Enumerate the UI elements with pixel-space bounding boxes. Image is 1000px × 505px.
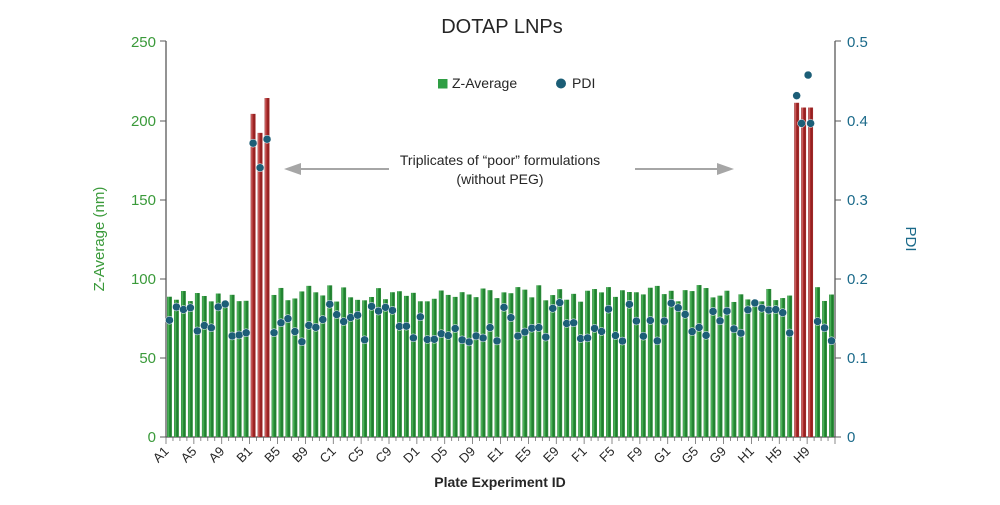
svg-text:D1: D1 bbox=[400, 444, 422, 466]
svg-text:B5: B5 bbox=[261, 444, 283, 466]
svg-text:0.1: 0.1 bbox=[847, 350, 868, 367]
svg-text:C9: C9 bbox=[372, 444, 394, 466]
svg-text:H9: H9 bbox=[790, 444, 812, 466]
svg-text:B1: B1 bbox=[233, 444, 255, 466]
svg-text:F5: F5 bbox=[596, 444, 617, 465]
svg-text:A1: A1 bbox=[150, 444, 172, 466]
svg-text:Z-Average: Z-Average bbox=[452, 75, 517, 91]
svg-text:H5: H5 bbox=[762, 444, 784, 466]
svg-text:E9: E9 bbox=[540, 444, 562, 466]
svg-text:DOTAP LNPs: DOTAP LNPs bbox=[441, 16, 563, 38]
svg-text:B9: B9 bbox=[289, 444, 311, 466]
svg-text:G1: G1 bbox=[650, 444, 673, 467]
svg-text:PDI: PDI bbox=[572, 75, 595, 91]
svg-text:A9: A9 bbox=[205, 444, 227, 466]
svg-text:0.2: 0.2 bbox=[847, 271, 868, 288]
svg-text:C1: C1 bbox=[316, 444, 338, 466]
svg-text:C5: C5 bbox=[344, 444, 366, 466]
svg-text:Plate Experiment ID: Plate Experiment ID bbox=[434, 474, 566, 490]
svg-text:0.5: 0.5 bbox=[847, 34, 868, 51]
svg-text:Triplicates of “poor” formulat: Triplicates of “poor” formulations bbox=[400, 152, 600, 168]
svg-text:G9: G9 bbox=[706, 444, 729, 467]
svg-text:A5: A5 bbox=[178, 444, 200, 466]
svg-text:H1: H1 bbox=[735, 444, 757, 466]
svg-text:D5: D5 bbox=[428, 444, 450, 466]
svg-text:200: 200 bbox=[131, 113, 156, 130]
svg-text:(without PEG): (without PEG) bbox=[456, 171, 543, 187]
svg-text:F1: F1 bbox=[568, 444, 589, 465]
svg-text:G5: G5 bbox=[678, 444, 701, 467]
svg-text:Z-Average (nm): Z-Average (nm) bbox=[91, 187, 108, 292]
svg-text:F9: F9 bbox=[624, 444, 645, 465]
svg-text:E1: E1 bbox=[484, 444, 506, 466]
svg-text:250: 250 bbox=[131, 34, 156, 51]
svg-text:E5: E5 bbox=[512, 444, 534, 466]
svg-text:100: 100 bbox=[131, 271, 156, 288]
svg-text:0: 0 bbox=[148, 429, 156, 446]
svg-text:D9: D9 bbox=[456, 444, 478, 466]
svg-text:PDI: PDI bbox=[902, 226, 919, 251]
svg-text:0: 0 bbox=[847, 429, 855, 446]
svg-text:50: 50 bbox=[139, 350, 156, 367]
svg-text:0.3: 0.3 bbox=[847, 192, 868, 209]
svg-text:150: 150 bbox=[131, 192, 156, 209]
svg-text:0.4: 0.4 bbox=[847, 113, 868, 130]
